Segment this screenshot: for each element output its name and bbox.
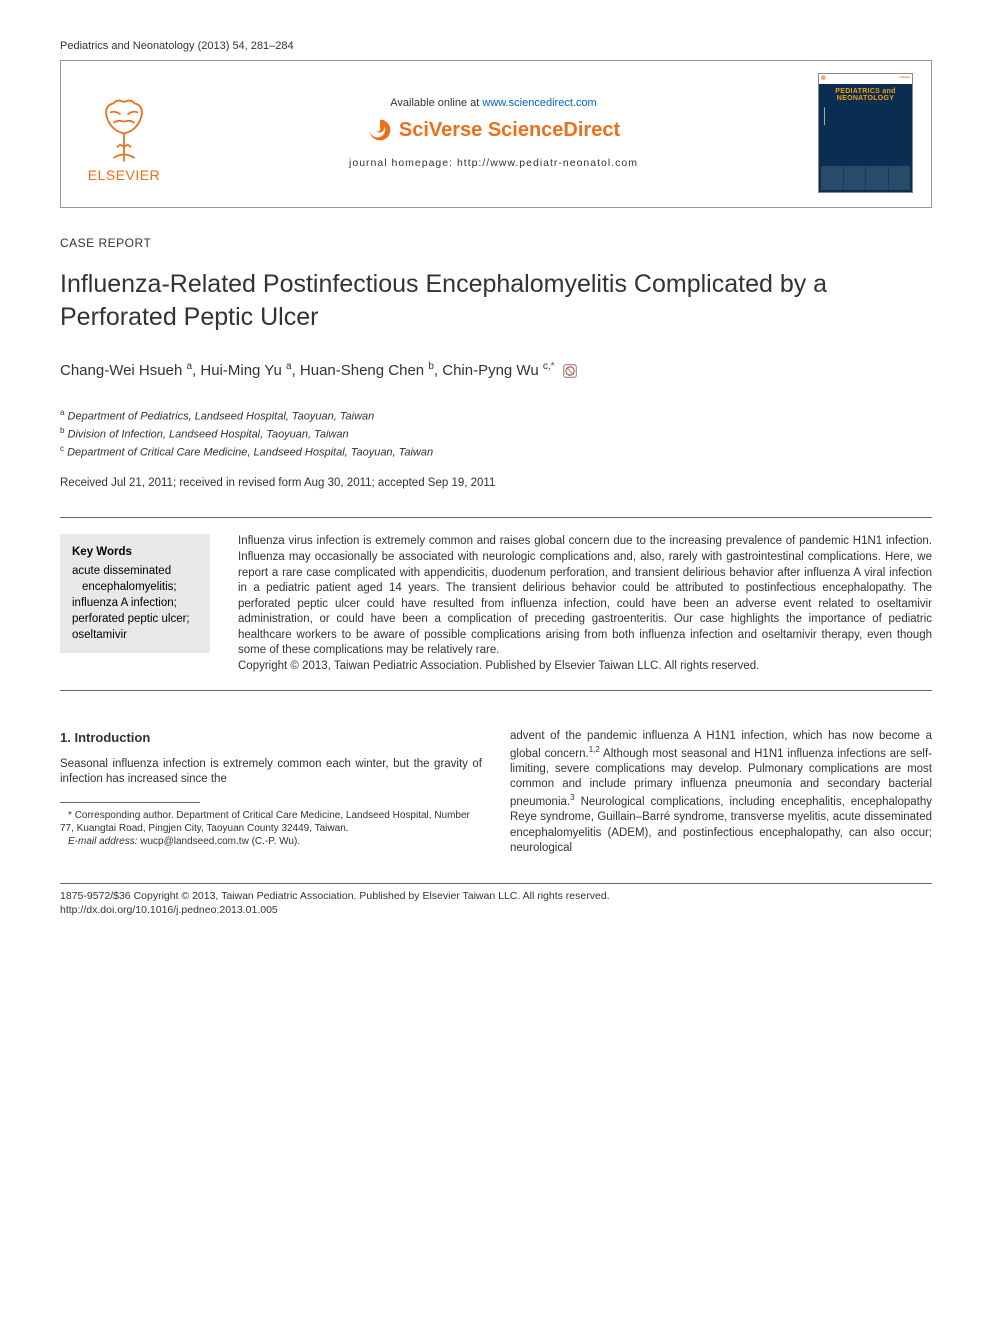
available-prefix: Available online at xyxy=(390,97,482,109)
journal-header: ELSEVIER Available online at www.science… xyxy=(60,60,932,208)
crossmark-icon[interactable] xyxy=(563,364,577,378)
footer-doi[interactable]: http://dx.doi.org/10.1016/j.pedneo.2013.… xyxy=(60,904,932,918)
author: Chang-Wei Hsueh xyxy=(60,362,182,379)
aff-sup: c xyxy=(60,444,64,453)
abstract-body: Influenza virus infection is extremely c… xyxy=(238,535,932,656)
aff-sup: a xyxy=(60,408,64,417)
elsevier-tree-icon xyxy=(89,95,159,165)
header-center: Available online at www.sciencedirect.co… xyxy=(187,97,800,169)
corresponding-star: * xyxy=(551,361,555,372)
article-dates: Received Jul 21, 2011; received in revis… xyxy=(60,477,932,489)
homepage-url[interactable]: http://www.pediatr-neonatol.com xyxy=(457,157,638,169)
affiliation: a Department of Pediatrics, Landseed Hos… xyxy=(60,407,932,425)
email-footnote: E-mail address: wucp@landseed.com.tw (C.… xyxy=(60,835,482,848)
email-label: E-mail address: xyxy=(68,836,137,847)
sciverse-brand: SciVerse ScienceDirect xyxy=(367,117,620,143)
homepage-prefix: journal homepage: xyxy=(349,157,457,169)
body-paragraph: advent of the pandemic influenza A H1N1 … xyxy=(510,729,932,857)
author: Hui-Ming Yu xyxy=(200,362,281,379)
journal-homepage-line: journal homepage: http://www.pediatr-neo… xyxy=(187,157,800,169)
abstract-text: Influenza virus infection is extremely c… xyxy=(238,534,932,674)
footnote-text: Corresponding author. Department of Crit… xyxy=(60,810,470,834)
author-affref: c, xyxy=(543,361,551,372)
article-type: CASE REPORT xyxy=(60,236,932,250)
author-affref: b xyxy=(428,361,434,372)
body-run: Neurological complications, including en… xyxy=(510,796,932,855)
keyword: influenza A infection; xyxy=(72,595,198,611)
aff-text: Department of Pediatrics, Landseed Hospi… xyxy=(68,411,375,423)
cover-body: ┃┃┃ xyxy=(819,106,912,164)
sciverse-swirl-icon xyxy=(367,117,393,143)
affiliations: a Department of Pediatrics, Landseed Hos… xyxy=(60,407,932,461)
cover-top-bar: ▦═══ xyxy=(819,74,912,84)
abstract-block: Key Words acute disseminated encephalomy… xyxy=(60,517,932,691)
aff-text: Division of Infection, Landseed Hospital… xyxy=(68,429,349,441)
email-address[interactable]: wucp@landseed.com.tw xyxy=(140,836,249,847)
email-who: (C.-P. Wu). xyxy=(252,836,301,847)
keywords-box: Key Words acute disseminated encephalomy… xyxy=(60,534,210,653)
journal-cover-thumbnail: ▦═══ PEDIATRICS and NEONATOLOGY ┃┃┃ xyxy=(818,73,913,193)
cover-journal-title: PEDIATRICS and NEONATOLOGY xyxy=(819,84,912,106)
footer-rule xyxy=(60,883,932,884)
available-online-line: Available online at www.sciencedirect.co… xyxy=(187,97,800,109)
footnote-rule xyxy=(60,802,200,803)
journal-reference: Pediatrics and Neonatology (2013) 54, 28… xyxy=(60,40,932,52)
corresponding-footnote: * Corresponding author. Department of Cr… xyxy=(60,809,482,835)
elsevier-logo: ELSEVIER xyxy=(79,83,169,183)
article-title: Influenza-Related Postinfectious Encepha… xyxy=(60,268,932,333)
section-heading: 1. Introduction xyxy=(60,729,482,747)
footer-copyright: 1875-9572/$36 Copyright © 2013, Taiwan P… xyxy=(60,890,932,904)
cite-ref[interactable]: 1,2 xyxy=(589,745,600,754)
aff-text: Department of Critical Care Medicine, La… xyxy=(67,447,433,459)
sciverse-text: SciVerse ScienceDirect xyxy=(399,119,620,142)
cover-image-strip xyxy=(821,166,910,190)
author-affref: a xyxy=(286,361,292,372)
footnote-star: * xyxy=(68,810,72,821)
author-affref: a xyxy=(186,361,192,372)
keyword: acute disseminated encephalomyelitis; xyxy=(72,563,198,595)
sciencedirect-link[interactable]: www.sciencedirect.com xyxy=(482,97,596,109)
affiliation: c Department of Critical Care Medicine, … xyxy=(60,443,932,461)
author: Huan-Sheng Chen xyxy=(300,362,424,379)
keywords-heading: Key Words xyxy=(72,544,198,560)
affiliation: b Division of Infection, Landseed Hospit… xyxy=(60,425,932,443)
aff-sup: b xyxy=(60,426,64,435)
page-footer: 1875-9572/$36 Copyright © 2013, Taiwan P… xyxy=(60,890,932,917)
author-list: Chang-Wei Hsueh a, Hui-Ming Yu a, Huan-S… xyxy=(60,361,932,379)
body-paragraph: Seasonal influenza infection is extremel… xyxy=(60,757,482,788)
keyword: oseltamivir xyxy=(72,627,198,643)
elsevier-wordmark: ELSEVIER xyxy=(88,167,160,183)
body-columns: 1. Introduction Seasonal influenza infec… xyxy=(60,729,932,867)
abstract-copyright: Copyright © 2013, Taiwan Pediatric Assoc… xyxy=(238,660,759,672)
keyword: perforated peptic ulcer; xyxy=(72,611,198,627)
author: Chin-Pyng Wu xyxy=(442,362,538,379)
